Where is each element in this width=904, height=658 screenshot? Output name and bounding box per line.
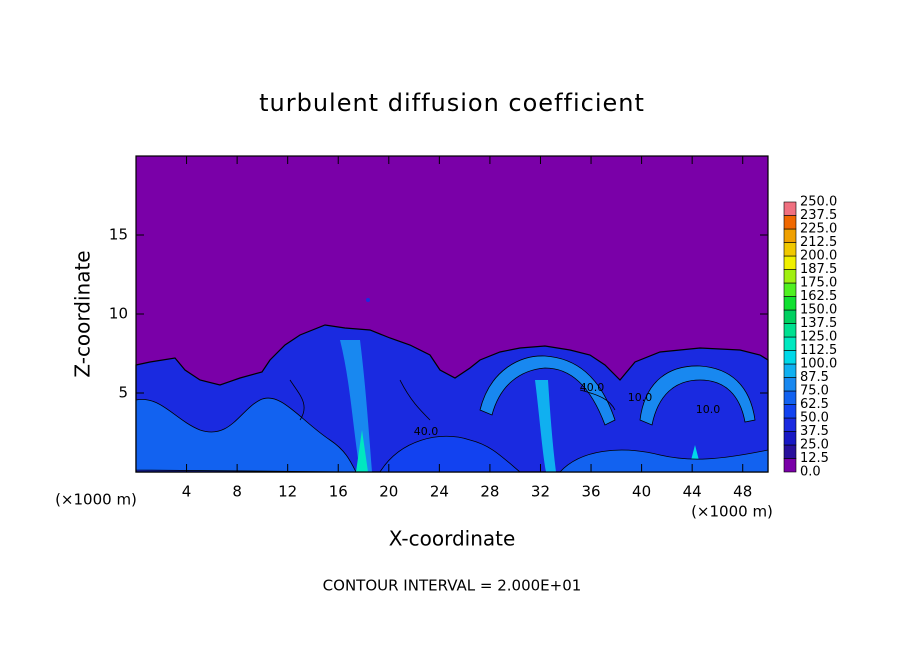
field [135, 156, 769, 473]
contour-label: 40.0 [580, 381, 605, 394]
colorbar-cell [783, 215, 797, 230]
colorbar-label: 62.5 [800, 397, 829, 412]
colorbar-cell [783, 309, 797, 324]
field-region [356, 430, 368, 472]
colorbar-cell [783, 296, 797, 311]
colorbar-cell [783, 336, 797, 351]
colorbar-label: 175.0 [800, 276, 837, 291]
field-blob [366, 298, 370, 302]
y-tick-label: 5 [118, 384, 128, 402]
colorbar-cell [783, 404, 797, 419]
colorbar-cell [783, 282, 797, 297]
colorbar-label: 25.0 [800, 438, 829, 453]
contour-line [289, 379, 616, 421]
x-tick-label: 24 [430, 483, 449, 501]
field-region [559, 449, 769, 473]
colorbar-cell [783, 201, 797, 216]
x-tick-label: 44 [683, 483, 702, 501]
colorbar-cell [783, 255, 797, 270]
x-tick-label: 4 [182, 483, 192, 501]
colorbar-label: 112.5 [800, 343, 837, 358]
x-tick-label: 8 [232, 483, 242, 501]
contour-label: 10.0 [696, 403, 721, 416]
colorbar-label: 187.5 [800, 262, 837, 277]
y-tick-label: 15 [109, 226, 128, 244]
field-region [479, 355, 616, 426]
contour-label: 10.0 [628, 391, 653, 404]
colorbar-cell [783, 269, 797, 284]
colorbar-label: 125.0 [800, 330, 837, 345]
field-region [379, 435, 522, 473]
colorbar-cell [783, 242, 797, 257]
field-region [135, 397, 357, 473]
colorbar-label: 237.5 [800, 208, 837, 223]
field-region [535, 380, 556, 472]
y-tick-label: 10 [109, 305, 128, 323]
x-tick-label: 36 [581, 483, 600, 501]
x-tick-label: 48 [733, 483, 752, 501]
colorbar-label: 37.5 [800, 424, 829, 439]
colorbar-cell [783, 323, 797, 338]
colorbar-label: 250.0 [800, 195, 837, 210]
colorbar-cell [783, 377, 797, 392]
colorbar-label: 137.5 [800, 316, 837, 331]
contour-label: 40.0 [414, 425, 439, 438]
x-tick-label: 20 [379, 483, 398, 501]
x-unit-label: (×1000 m) [55, 491, 137, 509]
colorbar-label: 50.0 [800, 411, 829, 426]
x-tick-label: 32 [531, 483, 550, 501]
colorbar-label: 200.0 [800, 249, 837, 264]
x-tick-label: 28 [480, 483, 499, 501]
x-tick-label: 40 [632, 483, 651, 501]
colorbar-label: 162.5 [800, 289, 837, 304]
field-region [639, 365, 756, 426]
colorbar-label: 12.5 [800, 451, 829, 466]
x-axis-title: X-coordinate [389, 527, 516, 551]
y-axis-title: Z-coordinate [71, 250, 95, 377]
x-tick-label: 12 [278, 483, 297, 501]
colorbar-cell [783, 431, 797, 446]
field-region [340, 340, 372, 472]
colorbar-cell [783, 417, 797, 432]
colorbar-label: 100.0 [800, 357, 837, 372]
colorbar-label: 225.0 [800, 222, 837, 237]
colorbar-label: 75.0 [800, 384, 829, 399]
colorbar-label: 212.5 [800, 235, 837, 250]
x-unit-label: (×1000 m) [691, 503, 773, 521]
colorbar-cell [783, 363, 797, 378]
colorbar-cell [783, 458, 797, 473]
x-tick-label: 16 [329, 483, 348, 501]
colorbar-label: 87.5 [800, 370, 829, 385]
colorbar-cell [783, 390, 797, 405]
colorbar-label: 150.0 [800, 303, 837, 318]
colorbar-label: 0.0 [800, 465, 821, 480]
footer-note: CONTOUR INTERVAL = 2.000E+01 [323, 577, 582, 595]
colorbar-cell [783, 228, 797, 243]
colorbar-cell [783, 444, 797, 459]
colorbar-cell [783, 350, 797, 365]
chart-title: turbulent diffusion coefficient [259, 89, 645, 117]
